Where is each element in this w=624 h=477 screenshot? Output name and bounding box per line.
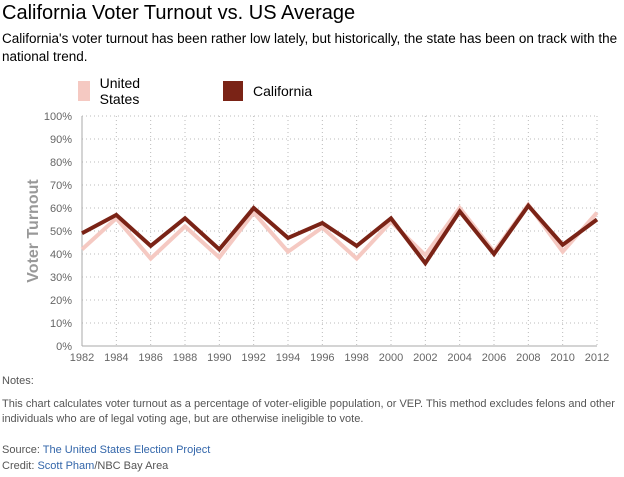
legend-swatch-california	[223, 81, 243, 101]
chart-subtitle: California's voter turnout has been rath…	[2, 31, 618, 64]
y-tick-label: 100%	[44, 111, 72, 123]
x-tick-label: 2002	[413, 352, 437, 364]
x-tick-label: 2000	[379, 352, 403, 364]
y-tick-label: 20%	[50, 295, 72, 307]
x-tick-label: 1982	[70, 352, 94, 364]
x-tick-label: 1996	[310, 352, 334, 364]
y-axis-title: Voter Turnout	[25, 179, 42, 283]
legend-swatch-united-states	[78, 81, 90, 101]
y-tick-label: 0%	[56, 341, 72, 353]
notes-body: This chart calculates voter turnout as a…	[2, 398, 615, 425]
y-tick-label: 30%	[50, 272, 72, 284]
credit-link[interactable]: Scott Pham	[37, 460, 95, 472]
y-tick-label: 60%	[50, 203, 72, 215]
x-tick-label: 2008	[516, 352, 540, 364]
notes-heading: Notes:	[2, 375, 34, 387]
x-tick-label: 1992	[241, 352, 265, 364]
legend-label-california: California	[253, 83, 313, 99]
series-line-california	[81, 202, 599, 267]
credit-label: Credit:	[2, 460, 38, 472]
credits-section: Source: The United States Election Proje…	[2, 442, 210, 474]
y-tick-label: 40%	[50, 249, 72, 261]
x-tick-label: 2010	[550, 352, 574, 364]
notes-section: Notes: This chart calculates voter turno…	[2, 374, 620, 427]
x-tick-label: 1990	[207, 352, 231, 364]
legend-label-united-states: United States	[99, 75, 141, 107]
series-line-united-states	[80, 201, 599, 262]
x-tick-label: 2012	[585, 352, 609, 364]
x-tick-label: 2004	[447, 352, 471, 364]
chart-title: California Voter Turnout vs. US Average	[2, 2, 356, 24]
line-chart: 0% 10% 20% 30% 40% 50% 60% 70% 80% 90% 100% 1982 198…	[25, 111, 609, 364]
x-tick-label: 1998	[344, 352, 368, 364]
source-line: Source: The United States Election Proje…	[2, 442, 210, 458]
x-tick-label: 1984	[104, 352, 128, 364]
credit-suffix: /NBC Bay Area	[94, 460, 169, 472]
legend-item-united-states[interactable]: United States	[78, 75, 148, 107]
x-tick-label: 1994	[276, 352, 300, 364]
y-tick-label: 50%	[50, 226, 72, 238]
x-tick-label: 1986	[138, 352, 162, 364]
credit-line: Credit: Scott Pham/NBC Bay Area	[2, 458, 210, 474]
y-tick-label: 90%	[50, 134, 72, 146]
legend-item-california[interactable]: California	[223, 80, 312, 102]
y-tick-label: 70%	[50, 180, 72, 192]
x-tick-label: 1988	[173, 352, 197, 364]
y-tick-label: 80%	[50, 157, 72, 169]
x-tick-label: 2006	[482, 352, 506, 364]
y-tick-label: 10%	[50, 318, 72, 330]
source-label: Source:	[2, 444, 43, 456]
source-link[interactable]: The United States Election Project	[42, 444, 211, 456]
